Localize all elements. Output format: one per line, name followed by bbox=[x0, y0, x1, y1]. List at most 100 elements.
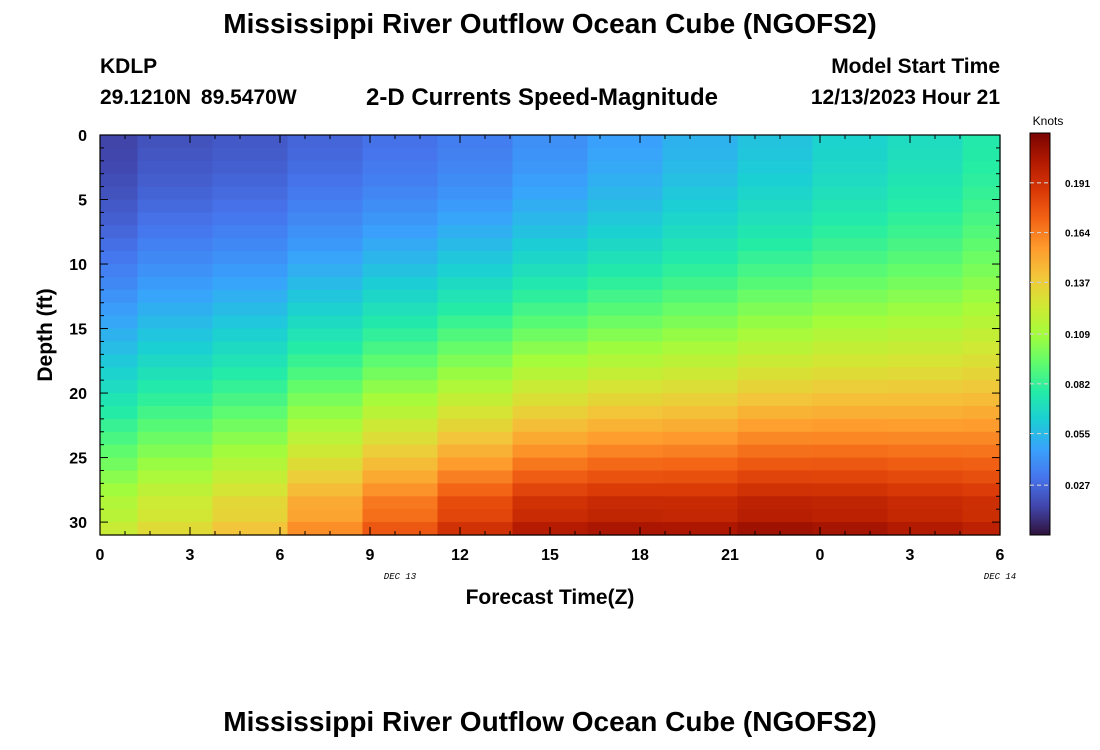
heatmap-cell bbox=[362, 431, 439, 446]
heatmap-cell bbox=[887, 315, 964, 330]
heatmap-cell bbox=[362, 354, 439, 368]
heatmap-cell bbox=[962, 418, 1001, 433]
heatmap-cell bbox=[737, 418, 814, 433]
heatmap-cell bbox=[100, 444, 139, 459]
heatmap-cell bbox=[662, 147, 739, 162]
heatmap-cell bbox=[812, 302, 889, 317]
x-tick-label: 0 bbox=[96, 547, 105, 564]
y-tick-label: 15 bbox=[69, 322, 87, 339]
heatmap-cell bbox=[512, 457, 589, 472]
heatmap-cell bbox=[212, 315, 289, 330]
heatmap-cell bbox=[362, 264, 439, 278]
heatmap-cell bbox=[437, 135, 514, 149]
heatmap-cell bbox=[212, 264, 289, 278]
heatmap-cell bbox=[737, 238, 814, 252]
heatmap-cell bbox=[362, 173, 439, 188]
x-tick-label: 3 bbox=[186, 547, 195, 564]
heatmap-cell bbox=[662, 238, 739, 252]
heatmap-cell bbox=[587, 135, 664, 149]
heatmap-cell bbox=[737, 380, 814, 394]
heatmap-cell bbox=[887, 418, 964, 433]
heatmap-cell bbox=[887, 328, 964, 342]
heatmap-cell bbox=[662, 354, 739, 368]
heatmap-cell bbox=[662, 406, 739, 420]
heatmap-cell bbox=[212, 199, 289, 213]
heatmap-cell bbox=[287, 431, 364, 446]
heatmap-cell bbox=[212, 354, 289, 368]
heatmap-cell bbox=[812, 135, 889, 149]
heatmap-cell bbox=[437, 315, 514, 330]
heatmap-cell bbox=[512, 199, 589, 213]
y-tick-label: 10 bbox=[69, 257, 87, 274]
heatmap-cell bbox=[737, 522, 814, 536]
heatmap-cell bbox=[587, 276, 664, 291]
x-tick-label: 15 bbox=[541, 547, 559, 564]
heatmap-cell bbox=[512, 160, 589, 175]
heatmap-cell bbox=[137, 367, 214, 381]
heatmap-cell bbox=[437, 212, 514, 226]
heatmap-cell bbox=[962, 367, 1001, 381]
heatmap-cell bbox=[587, 264, 664, 278]
heatmap-cell bbox=[962, 302, 1001, 317]
heatmap-cells bbox=[100, 135, 1001, 536]
heatmap-cell bbox=[962, 393, 1001, 407]
heatmap-cell bbox=[512, 173, 589, 188]
heatmap-cell bbox=[512, 431, 589, 446]
heatmap-cell bbox=[100, 509, 139, 523]
heatmap-cell bbox=[437, 238, 514, 252]
heatmap-cell bbox=[362, 199, 439, 213]
heatmap-cell bbox=[962, 289, 1001, 304]
heatmap-cell bbox=[962, 147, 1001, 162]
heatmap-cell bbox=[512, 238, 589, 252]
heatmap-cell bbox=[662, 212, 739, 226]
heatmap-cell bbox=[662, 173, 739, 188]
heatmap-cell bbox=[137, 328, 214, 342]
heatmap-cell bbox=[962, 276, 1001, 291]
heatmap-cell bbox=[362, 302, 439, 317]
heatmap-cell bbox=[662, 341, 739, 355]
heatmap-cell bbox=[137, 418, 214, 433]
heatmap-cell bbox=[512, 444, 589, 459]
x-tick-label: 3 bbox=[906, 547, 915, 564]
heatmap-axes: 0 3 6 9 12 15 18 21 0 3 6 DEC 13 DEC 14 0 5 10 15 20 25 30 bbox=[69, 128, 1016, 582]
colorbar-tick-label: 0.082 bbox=[1065, 380, 1090, 391]
heatmap-cell bbox=[737, 135, 814, 149]
heatmap-cell bbox=[962, 470, 1001, 484]
heatmap-cell bbox=[287, 160, 364, 175]
heatmap-cell bbox=[962, 328, 1001, 342]
heatmap-cell bbox=[662, 367, 739, 381]
heatmap-cell bbox=[737, 160, 814, 175]
heatmap-cell bbox=[212, 186, 289, 201]
heatmap-cell bbox=[100, 328, 139, 342]
heatmap-cell bbox=[362, 457, 439, 472]
x-tick-label: 6 bbox=[276, 547, 285, 564]
heatmap-cell bbox=[362, 186, 439, 201]
heatmap-cell bbox=[887, 135, 964, 149]
heatmap-cell bbox=[737, 212, 814, 226]
heatmap-cell bbox=[287, 444, 364, 459]
heatmap-cell bbox=[362, 251, 439, 265]
chart-subtitle: 2-D Currents Speed-Magnitude bbox=[366, 84, 719, 111]
heatmap-cell bbox=[287, 264, 364, 278]
heatmap-cell bbox=[212, 225, 289, 239]
heatmap-cell bbox=[287, 457, 364, 472]
heatmap-cell bbox=[887, 251, 964, 265]
heatmap-cell bbox=[587, 160, 664, 175]
heatmap-cell bbox=[512, 289, 589, 304]
heatmap-cell bbox=[212, 470, 289, 484]
heatmap-cell bbox=[287, 328, 364, 342]
heatmap-cell bbox=[962, 135, 1001, 149]
heatmap-cell bbox=[812, 522, 889, 536]
heatmap-cell bbox=[212, 431, 289, 446]
heatmap-cell bbox=[662, 509, 739, 523]
heatmap-cell bbox=[100, 418, 139, 433]
heatmap-cell bbox=[737, 431, 814, 446]
heatmap-cell bbox=[100, 160, 139, 175]
heatmap-cell bbox=[812, 212, 889, 226]
heatmap-cell bbox=[512, 225, 589, 239]
heatmap-cell bbox=[812, 470, 889, 484]
heatmap-cell bbox=[587, 173, 664, 188]
heatmap-cell bbox=[287, 289, 364, 304]
heatmap-cell bbox=[287, 393, 364, 407]
heatmap-cell bbox=[437, 367, 514, 381]
